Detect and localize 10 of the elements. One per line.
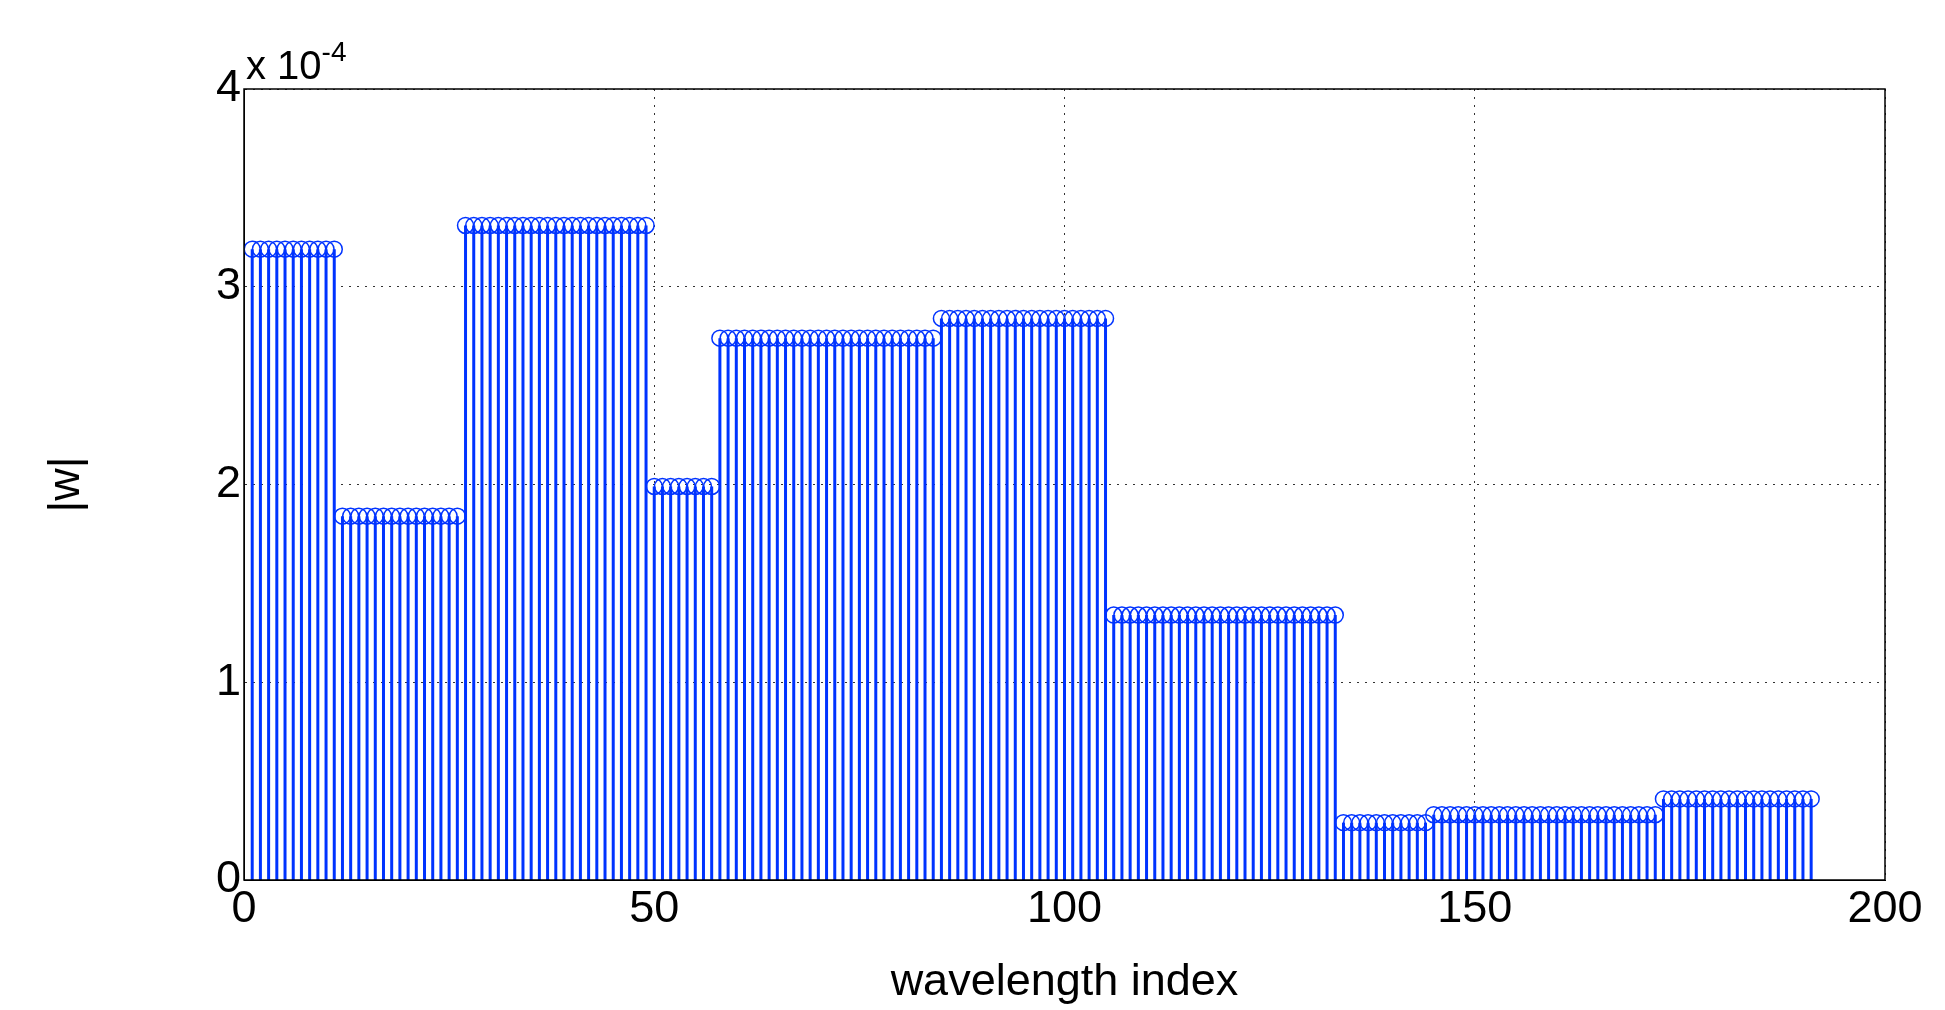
x-tick-label: 150	[1437, 881, 1513, 933]
y-tick-label: 3	[215, 258, 241, 310]
y-tick-label: 1	[215, 653, 241, 705]
y-tick-label: 2	[215, 455, 241, 507]
x-axis-title: wavelength index	[889, 954, 1239, 1006]
x-tick-label: 200	[1847, 881, 1923, 933]
x-tick-label: 50	[629, 881, 680, 933]
y-axis-title: |w|	[38, 456, 90, 513]
y-tick-label: 4	[215, 60, 241, 112]
x-tick-label: 100	[1026, 881, 1103, 933]
